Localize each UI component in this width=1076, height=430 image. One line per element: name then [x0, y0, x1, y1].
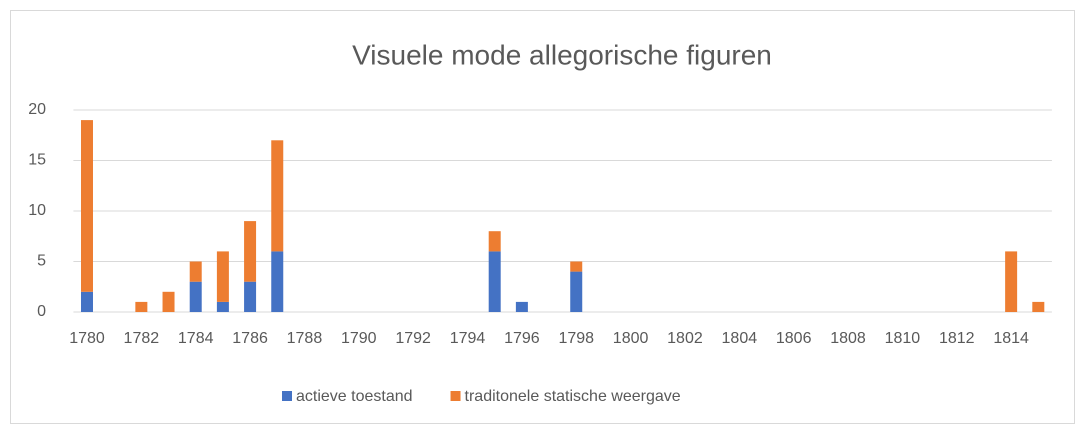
legend-label: traditonele statische weergave	[465, 388, 681, 405]
chart-title: Visuele mode allegorische figuren	[352, 39, 772, 70]
bar-segment	[162, 291, 175, 312]
chart-frame	[10, 10, 1075, 424]
x-tick-label: 1790	[341, 330, 377, 347]
bar-segment	[515, 301, 528, 312]
bar-segment	[488, 251, 501, 312]
bar-segment	[570, 271, 583, 312]
x-tick-label: 1798	[558, 330, 594, 347]
y-tick-label: 0	[37, 303, 46, 320]
bar-segment	[216, 301, 229, 312]
y-tick-label: 5	[37, 253, 46, 270]
legend-label: actieve toestand	[296, 388, 413, 405]
x-tick-label: 1800	[613, 330, 649, 347]
y-tick-label: 15	[28, 152, 46, 169]
bar-segment	[216, 251, 229, 302]
x-tick-label: 1802	[667, 330, 703, 347]
bar-segment	[189, 261, 202, 282]
bar-segment	[1005, 251, 1018, 312]
bar-segment	[271, 251, 284, 312]
bar-segment	[135, 301, 148, 312]
x-tick-label: 1804	[722, 330, 758, 347]
legend-swatch	[450, 391, 461, 401]
x-tick-label: 1786	[232, 330, 268, 347]
x-tick-label: 1780	[69, 330, 105, 347]
x-tick-label: 1792	[395, 330, 431, 347]
x-tick-label: 1782	[124, 330, 160, 347]
bar-segment	[271, 140, 284, 252]
x-tick-label: 1810	[885, 330, 921, 347]
y-tick-label: 20	[28, 101, 46, 118]
x-tick-label: 1796	[504, 330, 540, 347]
x-tick-label: 1794	[450, 330, 486, 347]
y-tick-label: 10	[28, 202, 46, 219]
bar-segment	[244, 281, 257, 312]
x-tick-label: 1806	[776, 330, 812, 347]
bar-segment	[80, 291, 93, 312]
x-tick-label: 1814	[993, 330, 1029, 347]
bar-segment	[488, 231, 501, 252]
x-tick-label: 1812	[939, 330, 975, 347]
bar-segment	[570, 261, 583, 272]
bar-segment	[244, 221, 257, 282]
x-tick-label: 1788	[287, 330, 323, 347]
x-tick-label: 1784	[178, 330, 214, 347]
x-tick-label: 1808	[830, 330, 866, 347]
legend-swatch	[282, 391, 292, 401]
bar-segment	[80, 120, 93, 292]
bar-segment	[1032, 301, 1045, 312]
bar-segment	[189, 281, 202, 312]
